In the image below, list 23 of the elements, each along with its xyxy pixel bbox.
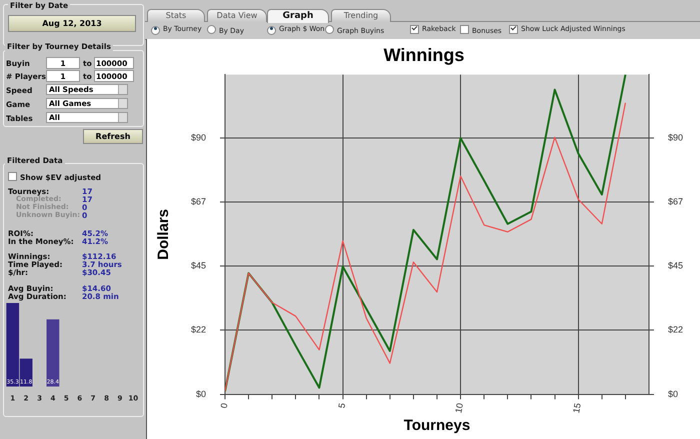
date-button: Aug 12, 2013 — [8, 15, 136, 32]
y2-tick-label: $67 — [668, 196, 684, 206]
y-tick-label: $0 — [196, 388, 206, 399]
y2-tick-label: $90 — [668, 132, 684, 142]
x-axis-title: Tourneys — [404, 417, 470, 434]
tab: Trending — [331, 9, 391, 22]
chart-title: Winnings — [384, 44, 464, 65]
y2-tick-label: $22 — [668, 324, 684, 335]
x-tick-label: 10 — [453, 402, 465, 414]
tab: Stats — [147, 9, 205, 22]
tab: Data View — [207, 9, 267, 22]
x-tick-label: 15 — [571, 402, 583, 414]
y-tick-label: $22 — [190, 324, 206, 335]
refresh-button: Refresh — [83, 129, 143, 144]
x-tick-label: 0 — [218, 402, 230, 409]
y2-tick-label: $0 — [668, 388, 678, 399]
y-axis-title: Dollars — [155, 209, 172, 260]
tab: Graph — [267, 9, 329, 23]
y-tick-label: $67 — [190, 196, 206, 206]
x-tick-label: 5 — [336, 402, 348, 409]
y-tick-label: $90 — [190, 132, 206, 142]
y-tick-label: $45 — [190, 260, 206, 271]
y2-tick-label: $45 — [668, 260, 684, 271]
